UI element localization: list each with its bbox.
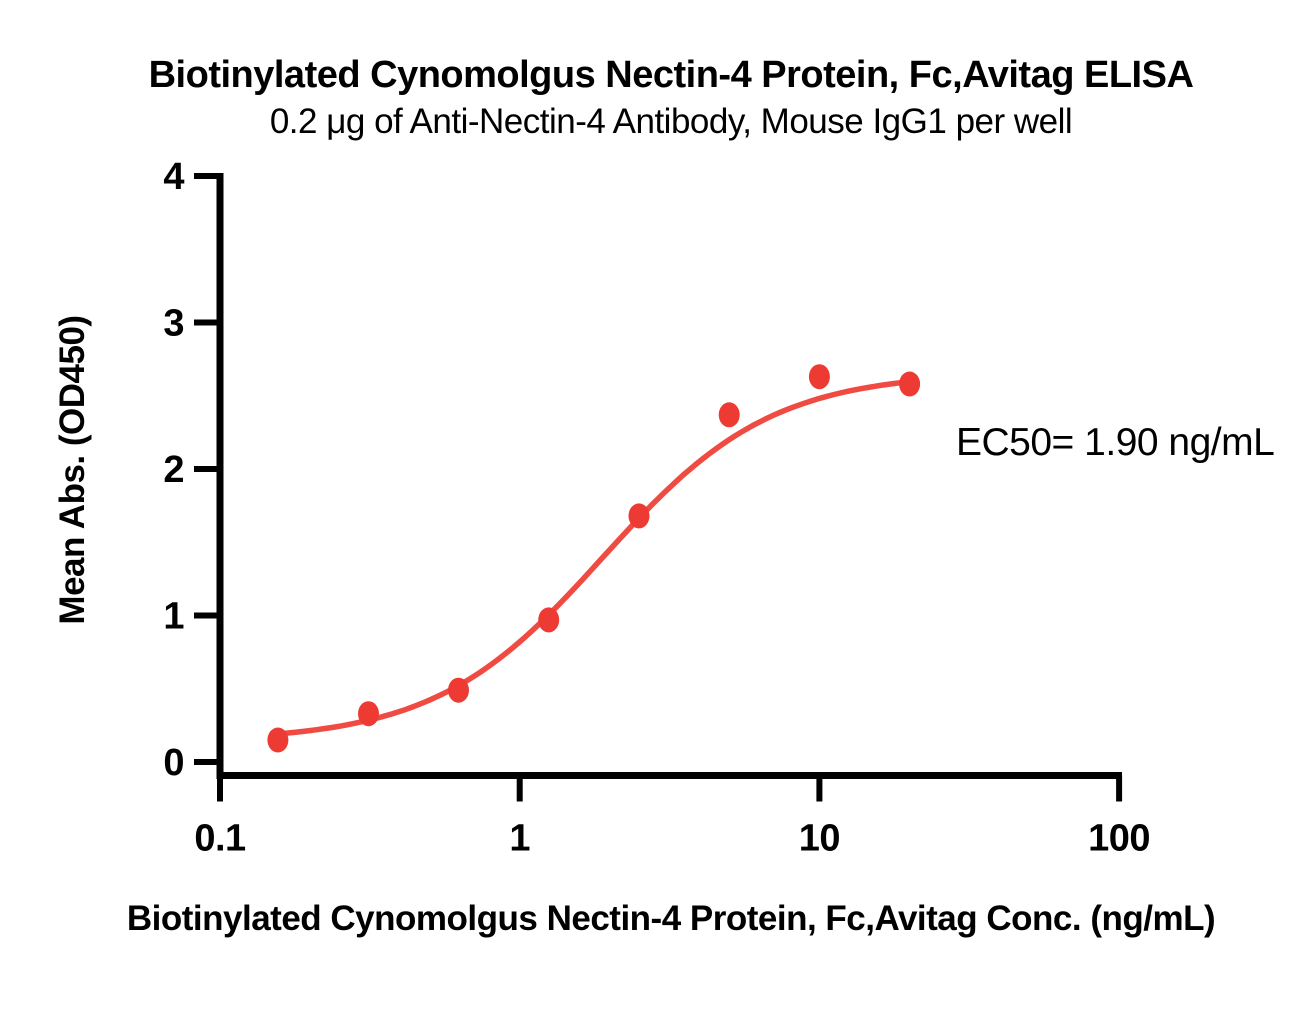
x-tick-label: 100	[1088, 818, 1150, 860]
y-tick-label: 3	[163, 303, 184, 345]
chart-title: Biotinylated Cynomolgus Nectin-4 Protein…	[149, 54, 1194, 96]
plot-area: 0 1 2 3 4 0.1 1 10 100	[163, 156, 1150, 860]
data-point	[718, 402, 740, 428]
data-point	[628, 503, 650, 529]
x-tick-label: 10	[799, 818, 840, 860]
chart-subtitle: 0.2 μg of Anti-Nectin-4 Antibody, Mouse …	[270, 102, 1072, 141]
y-tick-label: 1	[163, 596, 184, 638]
data-point	[899, 371, 921, 397]
x-tick-label: 1	[509, 818, 530, 860]
data-point	[448, 677, 469, 703]
data-point	[267, 727, 289, 753]
data-point	[808, 364, 830, 390]
y-tick-label: 2	[163, 449, 184, 491]
fit-curve	[275, 378, 915, 737]
y-tick-label: 0	[163, 742, 184, 784]
data-point	[358, 701, 379, 727]
y-tick-label: 4	[163, 156, 184, 198]
x-axis-title: Biotinylated Cynomolgus Nectin-4 Protein…	[127, 899, 1215, 938]
y-axis-title: Mean Abs. (OD450)	[53, 315, 92, 624]
ec50-annotation: EC50= 1.90 ng/mL	[956, 421, 1274, 464]
data-point	[538, 607, 560, 633]
x-tick-label: 0.1	[194, 818, 246, 860]
